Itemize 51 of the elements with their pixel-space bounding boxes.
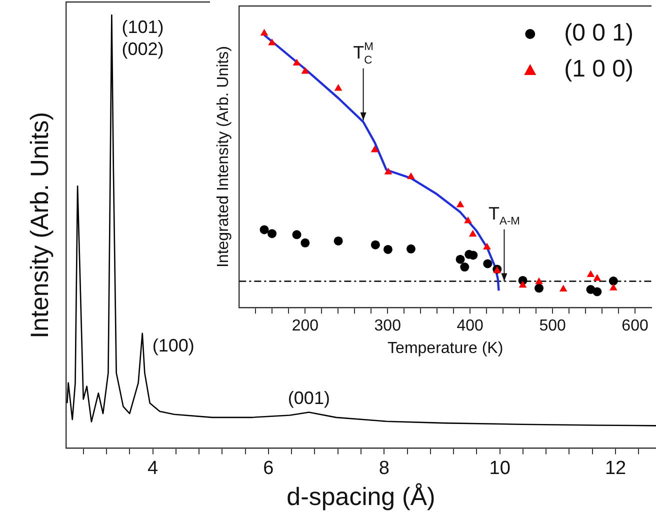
point [260,28,268,36]
annotation: (001) [288,388,330,408]
annotation: (101) (002) [122,16,164,59]
point [610,284,618,290]
point [593,274,602,281]
point [483,242,491,250]
y-axis-title: Integrated Intensity (Arb. Units) [215,46,232,268]
x-tick-label: 400 [456,318,484,335]
point [334,236,343,246]
point [518,280,527,288]
legend-label: (1 0 0) [564,56,634,83]
point [334,84,342,91]
x-tick-label: 300 [374,318,402,335]
point [370,240,380,250]
x-axis-title: Temperature (K) [388,340,504,357]
point [383,244,392,254]
point [468,230,477,237]
point [407,172,415,180]
x-tick-label: 500 [539,318,566,335]
x-tick-label: 4 [147,458,158,479]
x-tick-label: 600 [622,318,648,335]
point [456,254,465,264]
annotation: (100) [152,335,194,356]
x-axis-title: d-spacing (Å) [286,482,436,511]
point [534,284,544,293]
point [559,284,568,292]
x-tick-label: 6 [263,458,274,479]
point [300,238,310,248]
point [292,230,302,240]
point [260,225,269,234]
y-axis-title: Intensity (Arb. Units) [26,112,54,338]
point [608,276,618,286]
point [301,67,310,74]
point [406,244,416,254]
point [460,262,470,272]
point [370,145,379,152]
x-tick-label: 200 [292,318,319,335]
point [535,277,543,284]
point [483,259,492,268]
point [456,200,464,208]
x-tick-label: 10 [489,458,510,479]
x-tick-label: 12 [604,458,626,479]
point [292,58,301,66]
point [384,168,392,174]
x-tick-label: 8 [378,458,390,479]
point [268,229,277,238]
point [586,270,595,277]
point [464,216,472,224]
point [268,38,276,46]
point [592,287,602,296]
legend-label: (0 0 1) [564,20,634,47]
